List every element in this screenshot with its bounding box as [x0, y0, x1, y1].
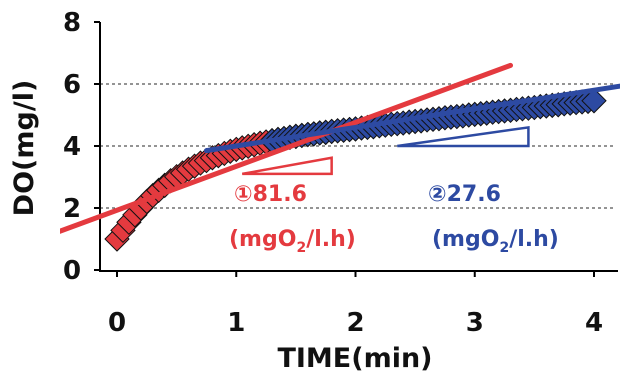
- x-tick-label-2: 2: [346, 308, 364, 338]
- fit-line-red: [60, 62, 514, 234]
- data-point-blue-54: [581, 88, 607, 114]
- annotation-red-unit-subscript: 2: [296, 240, 306, 256]
- axes: [94, 21, 618, 277]
- annotation-red-rate: ①81.6 (mgO2/l.h): [229, 182, 356, 256]
- annotation-blue-rate: ②27.6 (mgO2/l.h): [428, 182, 559, 256]
- x-tick-label-3: 3: [466, 308, 484, 338]
- plot-area: [60, 62, 620, 252]
- annotation-blue-value: ②27.6: [428, 182, 501, 207]
- fit-lines: [60, 62, 620, 234]
- annotation-blue-unit-prefix: (mgO: [432, 227, 499, 252]
- gridlines: [100, 83, 616, 209]
- slope-triangle-blue: [397, 125, 530, 148]
- y-axis-title: DO(mg/l): [9, 80, 40, 217]
- fit-line-blue: [203, 83, 620, 154]
- y-tick-label-6: 6: [63, 70, 81, 100]
- annotation-red-unit: (mgO2/l.h): [229, 227, 356, 256]
- y-tick-label-0: 0: [63, 256, 81, 286]
- x-tick-label-4: 4: [585, 308, 603, 338]
- annotation-blue-unit: (mgO2/l.h): [432, 227, 559, 256]
- y-tick-label-8: 8: [63, 8, 81, 38]
- annotation-red-unit-prefix: (mgO: [229, 227, 296, 252]
- annotation-red-value: ①81.6: [234, 182, 307, 207]
- y-tick-label-4: 4: [63, 132, 81, 162]
- x-tick-label-0: 0: [108, 308, 126, 338]
- y-tick-label-2: 2: [63, 194, 81, 224]
- x-axis-title: TIME(min): [277, 343, 432, 374]
- slope-triangles: [241, 125, 530, 176]
- tick-labels: 0 2 4 6 8 0 1 2 3 4: [63, 8, 603, 338]
- x-tick-label-1: 1: [227, 308, 245, 338]
- annotation-blue-unit-subscript: 2: [499, 240, 509, 256]
- slope-triangle-red: [241, 156, 333, 176]
- annotation-blue-unit-suffix: /l.h): [509, 227, 559, 252]
- annotation-red-unit-suffix: /l.h): [306, 227, 356, 252]
